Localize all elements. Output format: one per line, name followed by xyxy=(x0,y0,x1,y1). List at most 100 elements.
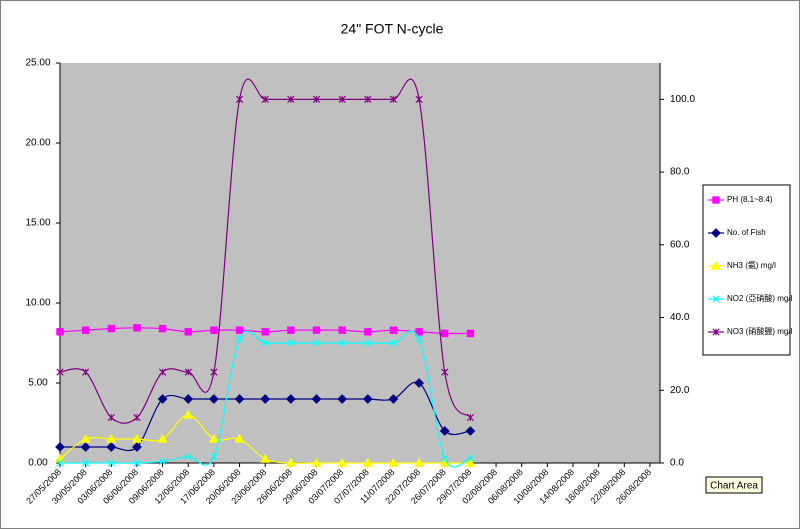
marker xyxy=(56,368,64,376)
marker xyxy=(184,368,192,376)
marker xyxy=(157,433,168,443)
marker xyxy=(210,452,218,461)
marker xyxy=(183,409,194,419)
marker xyxy=(260,453,271,463)
marker xyxy=(312,326,321,334)
marker xyxy=(364,328,372,336)
legend-label: PH (8.1~8.4) xyxy=(727,195,773,204)
marker xyxy=(234,433,245,443)
y2-tick-label: 80.0 xyxy=(670,167,690,178)
marker xyxy=(235,95,244,103)
marker xyxy=(131,433,143,443)
y2-tick-label: 60.0 xyxy=(670,239,690,250)
marker xyxy=(56,459,64,467)
marker xyxy=(364,95,372,103)
marker xyxy=(208,394,219,404)
legend-marker xyxy=(711,228,721,238)
marker xyxy=(388,457,399,467)
legend-marker xyxy=(710,260,722,270)
marker xyxy=(210,326,218,334)
legend-marker xyxy=(712,328,720,336)
marker xyxy=(235,335,244,343)
marker xyxy=(210,368,218,376)
marker xyxy=(260,394,271,404)
marker xyxy=(362,394,373,404)
marker xyxy=(183,394,194,404)
y-tick-label: 5.00 xyxy=(28,378,48,389)
marker xyxy=(107,459,115,467)
marker xyxy=(107,324,115,333)
marker xyxy=(337,457,348,467)
tooltip: Chart Area xyxy=(710,481,758,492)
marker xyxy=(133,413,141,422)
legend-label: NO3 (硝酸鹽) mg/l xyxy=(727,326,793,336)
y2-tick-label: 40.0 xyxy=(670,312,690,323)
marker xyxy=(132,442,142,452)
legend-label: NO2 (亞硝酸) mg/l xyxy=(727,293,793,303)
marker xyxy=(158,457,167,466)
marker xyxy=(133,324,141,332)
y-tick-label: 25.00 xyxy=(25,58,50,69)
y-tick-label: 0.00 xyxy=(28,458,48,469)
marker xyxy=(364,339,372,347)
marker xyxy=(107,413,115,422)
marker xyxy=(466,454,475,462)
marker xyxy=(389,339,398,347)
marker xyxy=(106,442,117,452)
marker xyxy=(82,368,90,376)
y-tick-label: 15.00 xyxy=(25,218,50,229)
marker xyxy=(158,324,167,333)
y2-tick-label: 0.0 xyxy=(670,458,684,469)
legend-label: NH3 (氨) mg/l xyxy=(727,260,776,270)
marker xyxy=(465,457,476,467)
chart-title: 24" FOT N-cycle xyxy=(341,21,444,37)
marker xyxy=(441,368,449,376)
marker xyxy=(287,326,295,334)
marker xyxy=(338,326,346,334)
legend-marker xyxy=(712,196,720,204)
marker xyxy=(338,95,346,103)
marker xyxy=(234,394,245,404)
y-tick-label: 20.00 xyxy=(25,138,50,149)
marker xyxy=(287,339,295,347)
marker xyxy=(441,329,449,338)
marker xyxy=(465,426,476,436)
marker xyxy=(285,457,296,467)
tooltip-box xyxy=(705,476,763,494)
y-tick-label: 10.00 xyxy=(25,298,50,309)
marker xyxy=(414,457,425,467)
marker xyxy=(287,95,295,103)
legend-label: No. of Fish xyxy=(727,228,766,237)
marker xyxy=(415,335,423,343)
marker xyxy=(106,433,117,443)
plot-area xyxy=(60,63,660,463)
legend-marker xyxy=(712,295,720,303)
marker xyxy=(80,433,91,443)
legend xyxy=(702,184,791,356)
marker xyxy=(55,442,65,452)
marker xyxy=(81,459,90,467)
marker xyxy=(157,394,168,404)
marker xyxy=(311,394,322,404)
marker xyxy=(133,459,141,467)
marker xyxy=(389,326,398,334)
marker xyxy=(312,95,321,103)
marker xyxy=(362,457,373,467)
marker xyxy=(184,452,192,461)
marker xyxy=(414,378,425,388)
marker xyxy=(415,95,423,103)
marker xyxy=(337,394,348,404)
marker xyxy=(158,368,167,376)
marker xyxy=(261,95,269,103)
marker xyxy=(441,454,449,462)
marker xyxy=(311,457,322,467)
marker xyxy=(415,328,423,336)
marker xyxy=(56,328,64,336)
y2-tick-label: 100.0 xyxy=(670,94,695,105)
marker xyxy=(388,394,399,404)
marker xyxy=(285,394,296,404)
y2-tick-label: 20.0 xyxy=(670,385,690,396)
marker xyxy=(184,328,192,336)
marker xyxy=(261,328,269,336)
